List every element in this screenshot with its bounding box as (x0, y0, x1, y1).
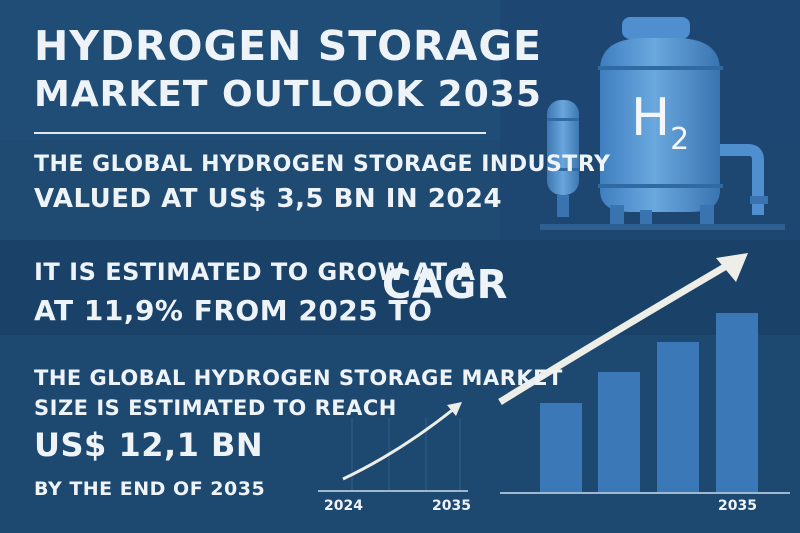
chart-bar (716, 313, 758, 492)
chart-bar (598, 372, 640, 492)
growth-arrow (498, 254, 742, 405)
market-size-line: THE GLOBAL HYDROGEN STORAGE MARKET (34, 366, 563, 390)
target-value: US$ 12,1 BN (34, 426, 264, 464)
title-line-2: MARKET OUTLOOK 2035 (34, 74, 542, 115)
bar-chart-end-year: 2035 (718, 498, 757, 514)
end-year-line: BY THE END OF 2035 (34, 478, 266, 500)
chart-bar (657, 342, 699, 492)
chart-bar (540, 403, 582, 492)
small-chart-end-year: 2035 (432, 498, 471, 514)
growth-bar-chart (498, 253, 790, 494)
reach-line: SIZE IS ESTIMATED TO REACH (34, 396, 397, 420)
industry-line: THE GLOBAL HYDROGEN STORAGE INDUSTRY (34, 152, 611, 177)
growth-line: IT IS ESTIMATED TO GROW AT A (34, 258, 476, 286)
hydrogen-tank-icon (540, 17, 785, 230)
cagr-label: CAGR (382, 262, 508, 308)
title-line-1: HYDROGEN STORAGE (34, 22, 543, 70)
tank-h2-label: H2 (631, 88, 690, 157)
cagr-rate-line: AT 11,9% FROM 2025 TO (34, 294, 433, 327)
small-line-chart (318, 402, 468, 492)
title-divider (34, 132, 486, 134)
small-chart-start-year: 2024 (324, 498, 363, 514)
valuation-line: VALUED AT US$ 3,5 BN IN 2024 (34, 184, 503, 214)
small-growth-arrow (342, 406, 456, 481)
